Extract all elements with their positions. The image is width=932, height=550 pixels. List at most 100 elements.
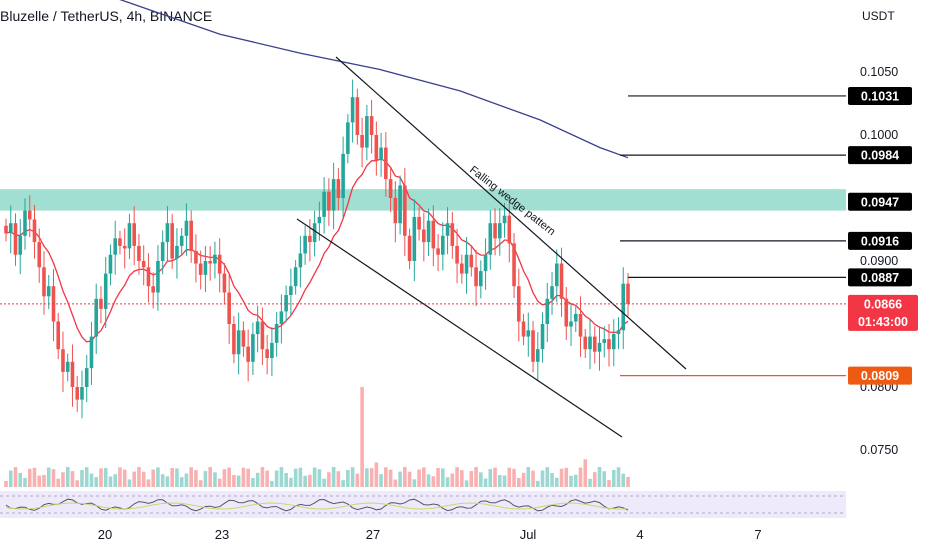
candle-body (384, 147, 388, 180)
current-price-tag (848, 294, 918, 331)
volume-bar (597, 467, 602, 487)
candle-body (236, 330, 241, 355)
volume-bar (331, 467, 336, 487)
candle-body (89, 336, 94, 369)
volume-bar (474, 467, 478, 487)
price-tag-label: 0.0809 (861, 369, 899, 383)
volume-bar (75, 480, 80, 487)
currency-label: USDT (862, 9, 895, 23)
volume-bar (526, 467, 531, 487)
volume-bar (592, 472, 597, 487)
candle-body (460, 263, 464, 274)
volume-bar (341, 480, 345, 487)
volume-bar (535, 480, 540, 487)
candle-body (369, 116, 374, 135)
volume-bar (422, 467, 426, 487)
candle-body (293, 267, 298, 287)
volume-bar (189, 467, 193, 487)
candle-body (464, 254, 469, 274)
volume-bar (179, 477, 184, 487)
candle-body (350, 97, 355, 123)
volume-bar (621, 473, 626, 487)
volume-bar (203, 471, 208, 487)
candle-body (346, 122, 350, 154)
volume-bar (479, 472, 483, 487)
candle-body (227, 292, 231, 324)
volume-bar (393, 479, 398, 487)
volume-bar (455, 467, 459, 487)
candle-body (550, 286, 554, 299)
candle-body (274, 324, 279, 343)
time-tick-label: 27 (366, 527, 380, 542)
candle-body (597, 342, 602, 352)
volume-bar (175, 468, 179, 487)
candle-body (184, 220, 189, 236)
volume-bar (113, 474, 118, 487)
volume-bar (464, 480, 469, 487)
candle-body (621, 283, 626, 331)
volume-bar (531, 470, 535, 487)
volume-bar (279, 467, 284, 487)
volume-bar (540, 470, 545, 487)
volume-bar (241, 467, 246, 487)
candle-body (393, 198, 398, 224)
volume-bar (545, 467, 550, 487)
volume-bar (417, 469, 421, 487)
volume-bar (32, 467, 37, 487)
moving-averages-layer (5, 0, 629, 343)
candle-body (535, 349, 540, 362)
volume-bar (436, 468, 440, 487)
candle-body (317, 216, 322, 224)
volume-bar (384, 467, 388, 487)
chart-title: Bluzelle / TetherUS, 4h, BINANCE (0, 8, 213, 24)
candle-body (46, 286, 51, 297)
wedge-upper-trendline (335, 56, 687, 370)
candle-body (251, 334, 255, 362)
candle-body (4, 225, 8, 234)
volume-bar (70, 471, 75, 487)
price-tag-label: 0.1031 (861, 89, 899, 103)
volume-bar (298, 467, 303, 487)
price-tag-label: 0.0984 (861, 149, 899, 163)
volume-layer (4, 387, 630, 487)
price-tick-label: 0.0900 (860, 254, 898, 268)
volume-bar (103, 468, 108, 487)
candle-body (578, 313, 583, 337)
volume-bar (573, 474, 578, 487)
price-tag (848, 86, 912, 105)
volume-bar (312, 467, 317, 487)
volume-bar (260, 467, 265, 487)
volume-bar (583, 459, 588, 487)
oscillator-signal-line (5, 502, 629, 510)
time-tick-label: Jul (520, 527, 537, 542)
volume-bar (23, 477, 27, 487)
countdown-label: 01:43:00 (858, 315, 908, 329)
candle-body (179, 235, 184, 246)
volume-bar (559, 468, 564, 487)
candle-body (42, 267, 46, 297)
volume-bar (431, 476, 436, 487)
volume-bar (498, 475, 502, 487)
time-tick-label: 4 (636, 527, 643, 542)
volume-bar (445, 477, 450, 487)
volume-bar (122, 469, 127, 487)
candle-body (232, 324, 236, 355)
resistance-zone-layer (0, 189, 846, 211)
candle-body (146, 267, 151, 287)
volume-bar (213, 472, 217, 487)
candle-body (213, 254, 217, 264)
candle-body (222, 273, 227, 293)
candle-body (217, 254, 222, 274)
candle-body (122, 245, 127, 249)
candle-body (493, 223, 497, 239)
time-tick-label: 7 (754, 527, 761, 542)
candle-body (521, 321, 526, 337)
volume-bar (336, 471, 341, 487)
volume-bar (369, 468, 374, 487)
candle-body (450, 223, 455, 246)
drawings-layer: Falling wedge pattern (0, 56, 846, 438)
candle-body (108, 254, 113, 274)
volume-bar (132, 471, 136, 487)
candle-body (127, 223, 132, 249)
